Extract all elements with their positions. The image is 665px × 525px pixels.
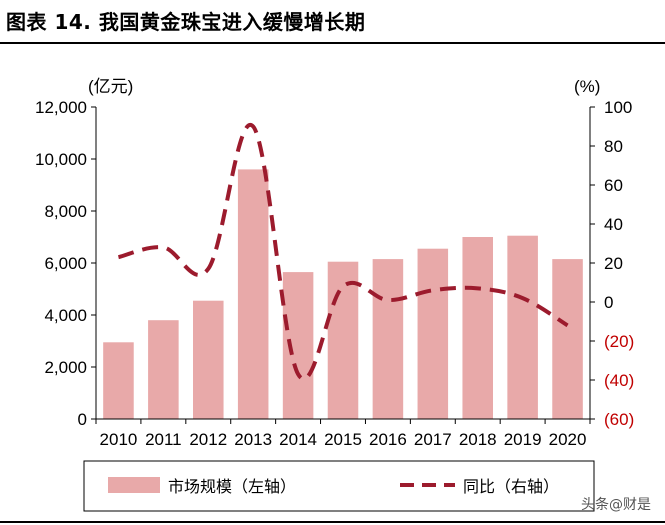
x-tick-label: 2020	[549, 430, 587, 449]
right-tick-label: 80	[604, 137, 623, 156]
x-tick-label: 2017	[414, 430, 452, 449]
right-tick-label: 40	[604, 215, 623, 234]
left-tick-label: 4,000	[44, 306, 87, 325]
title-rule	[0, 42, 665, 44]
legend-bar-swatch	[108, 477, 160, 493]
yoy-line	[117, 122, 569, 381]
x-tick-label: 2014	[279, 430, 317, 449]
right-tick-label: (40)	[604, 371, 634, 390]
bar-2015	[327, 261, 359, 419]
bar-2016	[372, 259, 404, 419]
right-tick-label: 100	[604, 98, 632, 117]
legend-line-label: 同比（右轴）	[463, 478, 559, 496]
bar-2017	[417, 248, 449, 419]
bar-2012	[193, 300, 224, 419]
right-tick-label: 20	[604, 254, 623, 273]
bar-2010	[103, 342, 134, 419]
left-tick-label: 0	[78, 410, 87, 429]
watermark: 头条@财是	[581, 497, 651, 513]
bar-2014	[282, 272, 314, 419]
left-axis-label: (亿元)	[88, 77, 133, 96]
legend: 市场规模（左轴） 同比（右轴）	[83, 460, 595, 512]
x-tick-label: 2012	[189, 430, 227, 449]
bottom-rule	[0, 521, 665, 523]
x-tick-label: 2013	[234, 430, 272, 449]
right-tick-label: (60)	[604, 410, 634, 429]
x-tick-label: 2011	[145, 430, 182, 449]
left-tick-label: 10,000	[35, 150, 87, 169]
x-tick-label: 2016	[369, 430, 407, 449]
bar-2020	[552, 259, 583, 419]
legend-frame	[83, 460, 595, 512]
legend-bar-label: 市场规模（左轴）	[168, 478, 296, 496]
right-axis-label: (%)	[574, 77, 600, 96]
x-tick-label: 2019	[504, 430, 542, 449]
bar-2011	[148, 320, 179, 419]
left-tick-label: 8,000	[44, 202, 87, 221]
bar-2018	[462, 237, 493, 419]
left-tick-label: 2,000	[44, 358, 87, 377]
x-tick-label: 2018	[459, 430, 497, 449]
x-tick-label: 2010	[100, 430, 138, 449]
right-tick-label: 0	[604, 293, 613, 312]
left-tick-label: 6,000	[44, 254, 87, 273]
left-tick-label: 12,000	[35, 98, 87, 117]
right-tick-label: (20)	[604, 332, 634, 351]
right-tick-label: 60	[604, 176, 623, 195]
x-tick-label: 2015	[324, 430, 362, 449]
figure-title: 图表 14. 我国黄金珠宝进入缓慢增长期	[6, 10, 366, 34]
bar-2013	[237, 169, 269, 419]
bar-2019	[507, 235, 538, 419]
